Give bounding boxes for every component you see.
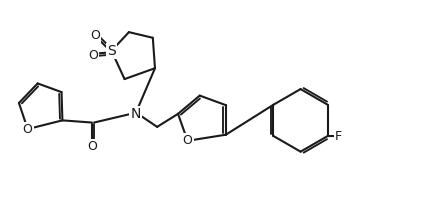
Text: O: O xyxy=(183,134,193,147)
Text: S: S xyxy=(107,44,116,58)
Text: O: O xyxy=(87,140,97,153)
Text: O: O xyxy=(90,29,100,42)
Text: O: O xyxy=(89,49,98,62)
Text: O: O xyxy=(23,123,33,136)
Text: F: F xyxy=(335,129,342,143)
Text: N: N xyxy=(130,107,141,121)
